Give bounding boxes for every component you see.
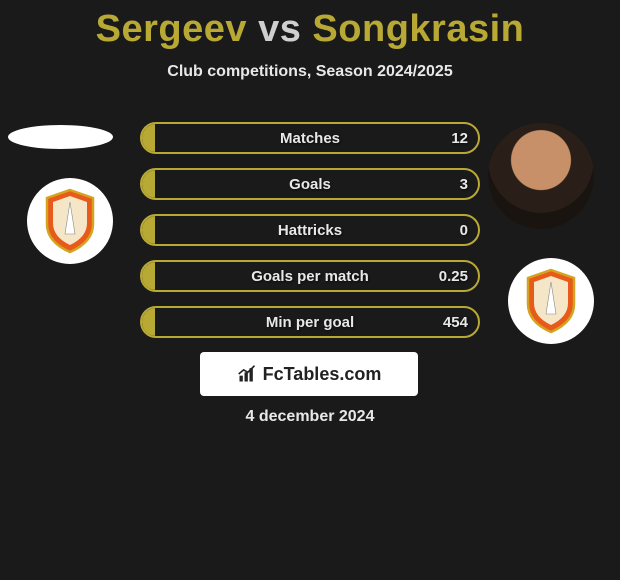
stat-row: Hattricks 0 — [140, 214, 480, 246]
stat-label: Min per goal — [266, 314, 354, 331]
player2-avatar — [488, 123, 594, 229]
stat-right-value: 3 — [460, 176, 468, 193]
stat-fill — [142, 262, 155, 290]
player1-club-badge — [27, 178, 113, 264]
stat-row: Min per goal 454 — [140, 306, 480, 338]
player2-name: Songkrasin — [312, 8, 524, 50]
player1-name: Sergeev — [96, 8, 247, 50]
stat-right-value: 454 — [443, 314, 468, 331]
stat-row: Goals 3 — [140, 168, 480, 200]
brand-attribution: FcTables.com — [200, 352, 418, 396]
shield-icon — [522, 268, 580, 334]
shield-icon — [41, 188, 99, 254]
stat-label: Goals — [289, 176, 331, 193]
stat-fill — [142, 308, 155, 336]
comparison-title: Sergeev vs Songkrasin — [0, 0, 620, 51]
player1-avatar — [8, 125, 113, 149]
subtitle: Club competitions, Season 2024/2025 — [0, 63, 620, 81]
stat-label: Goals per match — [251, 268, 369, 285]
player2-photo — [488, 123, 594, 229]
stat-label: Hattricks — [278, 222, 342, 239]
player2-club-badge — [508, 258, 594, 344]
vs-text: vs — [258, 8, 301, 50]
stats-table: Matches 12 Goals 3 Hattricks 0 Goals per… — [140, 122, 480, 352]
stat-fill — [142, 170, 155, 198]
stat-right-value: 0.25 — [439, 268, 468, 285]
stat-row: Goals per match 0.25 — [140, 260, 480, 292]
stat-label: Matches — [280, 130, 340, 147]
stat-fill — [142, 124, 155, 152]
stat-right-value: 12 — [451, 130, 468, 147]
stat-fill — [142, 216, 155, 244]
stat-right-value: 0 — [460, 222, 468, 239]
brand-text: FcTables.com — [263, 364, 382, 385]
chart-icon — [237, 364, 257, 384]
stat-row: Matches 12 — [140, 122, 480, 154]
date-label: 4 december 2024 — [0, 408, 620, 426]
